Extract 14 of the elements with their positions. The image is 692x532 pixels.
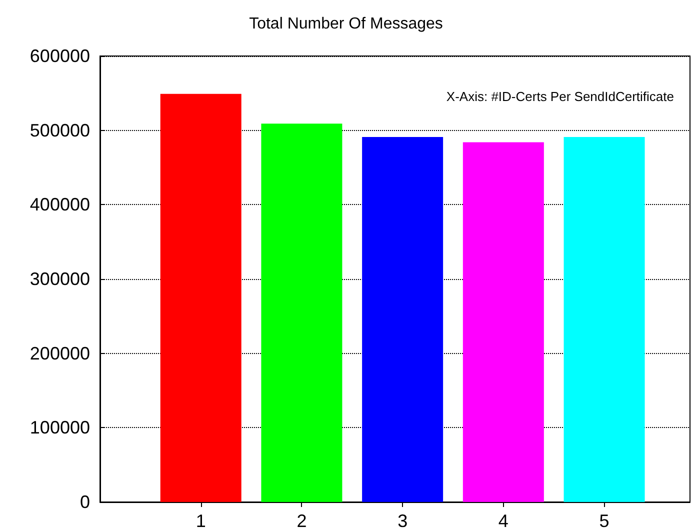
- x-tick-label: 1: [196, 511, 206, 531]
- y-tick-label: 0: [80, 492, 90, 512]
- y-tick-label: 200000: [30, 343, 90, 364]
- y-tick-label: 500000: [30, 120, 90, 140]
- y-tick-label: 600000: [30, 46, 90, 66]
- x-tick-label: 5: [599, 511, 610, 531]
- x-tick-label: 4: [498, 511, 508, 531]
- y-tick-label: 300000: [30, 269, 90, 289]
- x-tick-label: 3: [398, 511, 408, 531]
- chart-title: Total Number Of Messages: [249, 16, 443, 32]
- y-tick-label: 400000: [30, 194, 90, 215]
- x-tick-label: 2: [296, 511, 307, 531]
- annotation: X-Axis: #ID-Certs Per SendIdCertificate: [446, 89, 674, 104]
- y-tick-label: 100000: [30, 418, 90, 438]
